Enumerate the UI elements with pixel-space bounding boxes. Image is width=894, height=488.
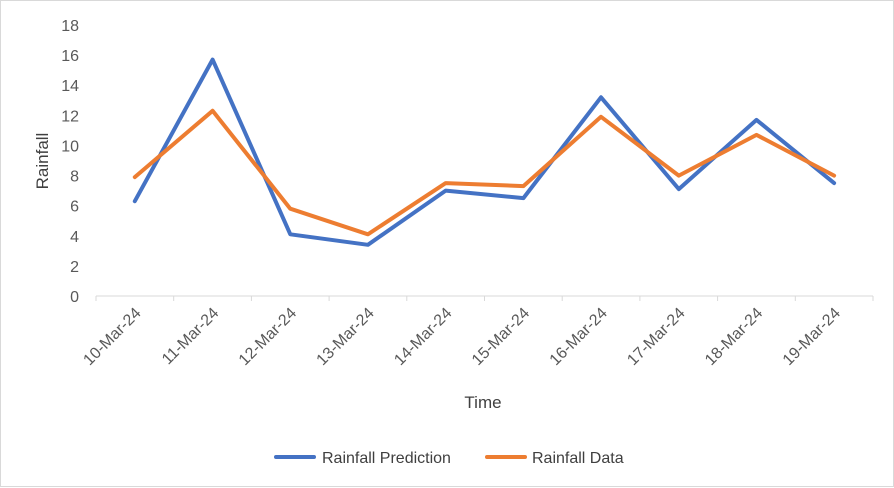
legend: Rainfall Prediction Rainfall Data xyxy=(274,450,624,467)
legend-label-rainfall-prediction: Rainfall Prediction xyxy=(322,450,451,467)
y-axis-title: Rainfall xyxy=(33,133,52,190)
y-tick-label: 0 xyxy=(70,289,79,306)
y-tick-label: 14 xyxy=(61,78,79,95)
y-tick-label: 18 xyxy=(61,18,79,35)
x-axis-title: Time xyxy=(464,393,501,412)
x-tick-label: 15-Mar-24 xyxy=(469,305,533,369)
y-tick-label: 6 xyxy=(70,199,79,216)
x-axis-ticks xyxy=(95,296,874,301)
y-tick-label: 8 xyxy=(70,169,79,186)
x-tick-label: 17-Mar-24 xyxy=(624,305,688,369)
y-tick-label: 2 xyxy=(70,259,79,276)
legend-label-rainfall-data: Rainfall Data xyxy=(532,450,624,467)
series-lines xyxy=(132,57,837,247)
x-tick-label: 18-Mar-24 xyxy=(702,305,766,369)
x-axis-tick-labels: 10-Mar-24 11-Mar-24 12-Mar-24 13-Mar-24 14-M… xyxy=(80,305,844,369)
y-tick-label: 4 xyxy=(70,229,79,246)
y-tick-label: 16 xyxy=(61,48,79,65)
x-tick-label: 14-Mar-24 xyxy=(391,305,455,369)
y-tick-label: 12 xyxy=(61,108,79,125)
x-tick-label: 12-Mar-24 xyxy=(236,305,300,369)
x-tick-label: 11-Mar-24 xyxy=(159,305,222,368)
x-tick-label: 13-Mar-24 xyxy=(314,305,378,369)
y-tick-label: 10 xyxy=(61,138,79,155)
y-axis-ticks: 0 2 4 6 8 10 12 14 16 18 xyxy=(61,18,79,306)
series-line-rainfall-data xyxy=(132,108,837,237)
x-tick-label: 16-Mar-24 xyxy=(547,305,611,369)
x-tick-label: 19-Mar-24 xyxy=(780,305,844,369)
series-line-rainfall-prediction xyxy=(132,57,837,247)
x-tick-label: 10-Mar-24 xyxy=(80,305,144,369)
